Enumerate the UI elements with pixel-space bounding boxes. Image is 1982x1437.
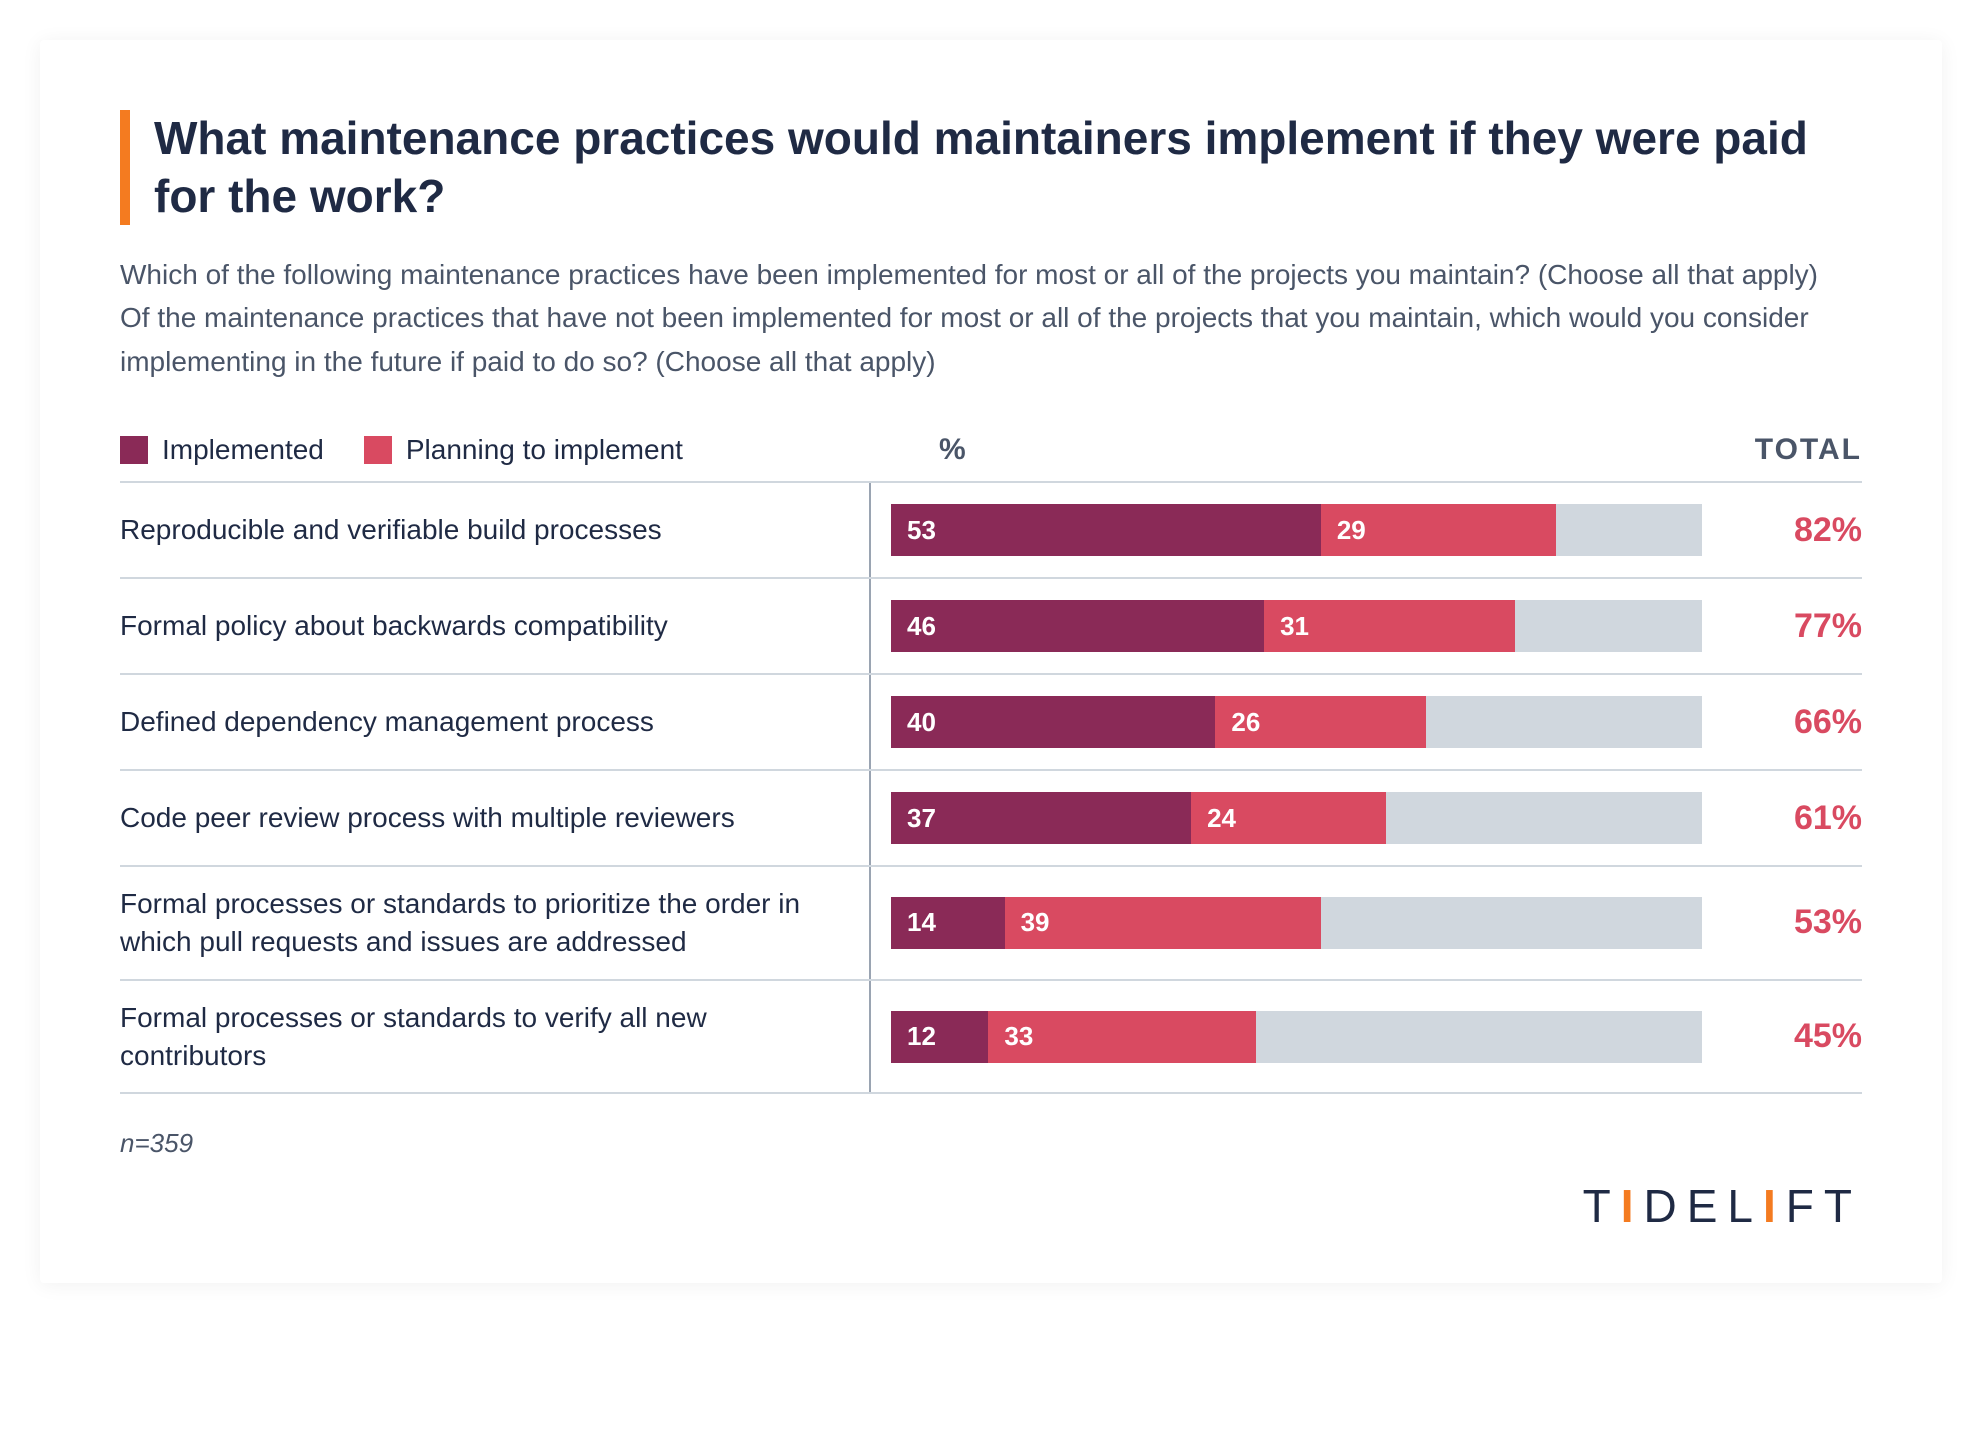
row-total: 45% [1722,1017,1862,1056]
total-header: TOTAL [1722,433,1862,467]
legend-label-implemented: Implemented [162,434,324,466]
bar-track: 4026 [891,696,1702,748]
title-row: What maintenance practices would maintai… [120,110,1862,225]
row-total: 82% [1722,511,1862,550]
chart-row: Formal processes or standards to priorit… [120,867,1862,981]
brand-text-part3: FT [1786,1180,1862,1232]
chart-subtitle: Which of the following maintenance pract… [120,253,1840,383]
bar-cell: 3724 [871,792,1722,844]
footnote: n=359 [120,1128,1862,1159]
bar-segment-implemented: 53 [891,504,1321,556]
chart-title: What maintenance practices would maintai… [154,110,1862,225]
bar-track: 1233 [891,1011,1702,1063]
row-total: 77% [1722,607,1862,646]
bar-track: 4631 [891,600,1702,652]
chart-row: Formal policy about backwards compatibil… [120,579,1862,675]
bar-track: 1439 [891,897,1702,949]
bar-segment-implemented: 40 [891,696,1215,748]
bar-segment-planning: 29 [1321,504,1556,556]
row-total: 53% [1722,903,1862,942]
brand-text-part1: T [1583,1180,1621,1232]
row-label: Formal policy about backwards compatibil… [120,607,869,645]
bar-segment-implemented: 37 [891,792,1191,844]
swatch-implemented [120,436,148,464]
bar-segment-planning: 33 [988,1011,1256,1063]
accent-bar [120,110,130,225]
swatch-planning [364,436,392,464]
chart-card: What maintenance practices would maintai… [40,40,1942,1283]
row-total: 66% [1722,703,1862,742]
row-label: Reproducible and verifiable build proces… [120,511,869,549]
chart-row: Defined dependency management process 402… [120,675,1862,771]
bar-cell: 4631 [871,600,1722,652]
row-label: Formal processes or standards to verify … [120,999,869,1075]
bar-segment-implemented: 46 [891,600,1264,652]
chart-row: Code peer review process with multiple r… [120,771,1862,867]
brand-accent-i: I [1621,1180,1644,1232]
row-total: 61% [1722,799,1862,838]
bar-segment-planning: 39 [1005,897,1321,949]
bar-cell: 1233 [871,1011,1722,1063]
bar-segment-planning: 26 [1215,696,1426,748]
bar-segment-planning: 24 [1191,792,1386,844]
bar-cell: 1439 [871,897,1722,949]
legend-item-planning: Planning to implement [364,434,683,466]
percent-header: % [919,433,1722,467]
row-label: Code peer review process with multiple r… [120,799,869,837]
bar-track: 3724 [891,792,1702,844]
brand-text-part2: DEL [1644,1180,1763,1232]
chart-row: Reproducible and verifiable build proces… [120,483,1862,579]
bar-segment-implemented: 12 [891,1011,988,1063]
bar-segment-implemented: 14 [891,897,1005,949]
bar-cell: 5329 [871,504,1722,556]
brand-accent-i-2: I [1763,1180,1786,1232]
bar-track: 5329 [891,504,1702,556]
legend: Implemented Planning to implement [120,434,869,466]
brand-logo: TIDELIFT [120,1179,1862,1233]
chart-rows: Reproducible and verifiable build proces… [120,483,1862,1094]
legend-label-planning: Planning to implement [406,434,683,466]
row-label: Defined dependency management process [120,703,869,741]
row-label: Formal processes or standards to priorit… [120,885,869,961]
bar-cell: 4026 [871,696,1722,748]
legend-item-implemented: Implemented [120,434,324,466]
bar-segment-planning: 31 [1264,600,1515,652]
legend-header-row: Implemented Planning to implement % TOTA… [120,433,1862,483]
chart-row: Formal processes or standards to verify … [120,981,1862,1095]
